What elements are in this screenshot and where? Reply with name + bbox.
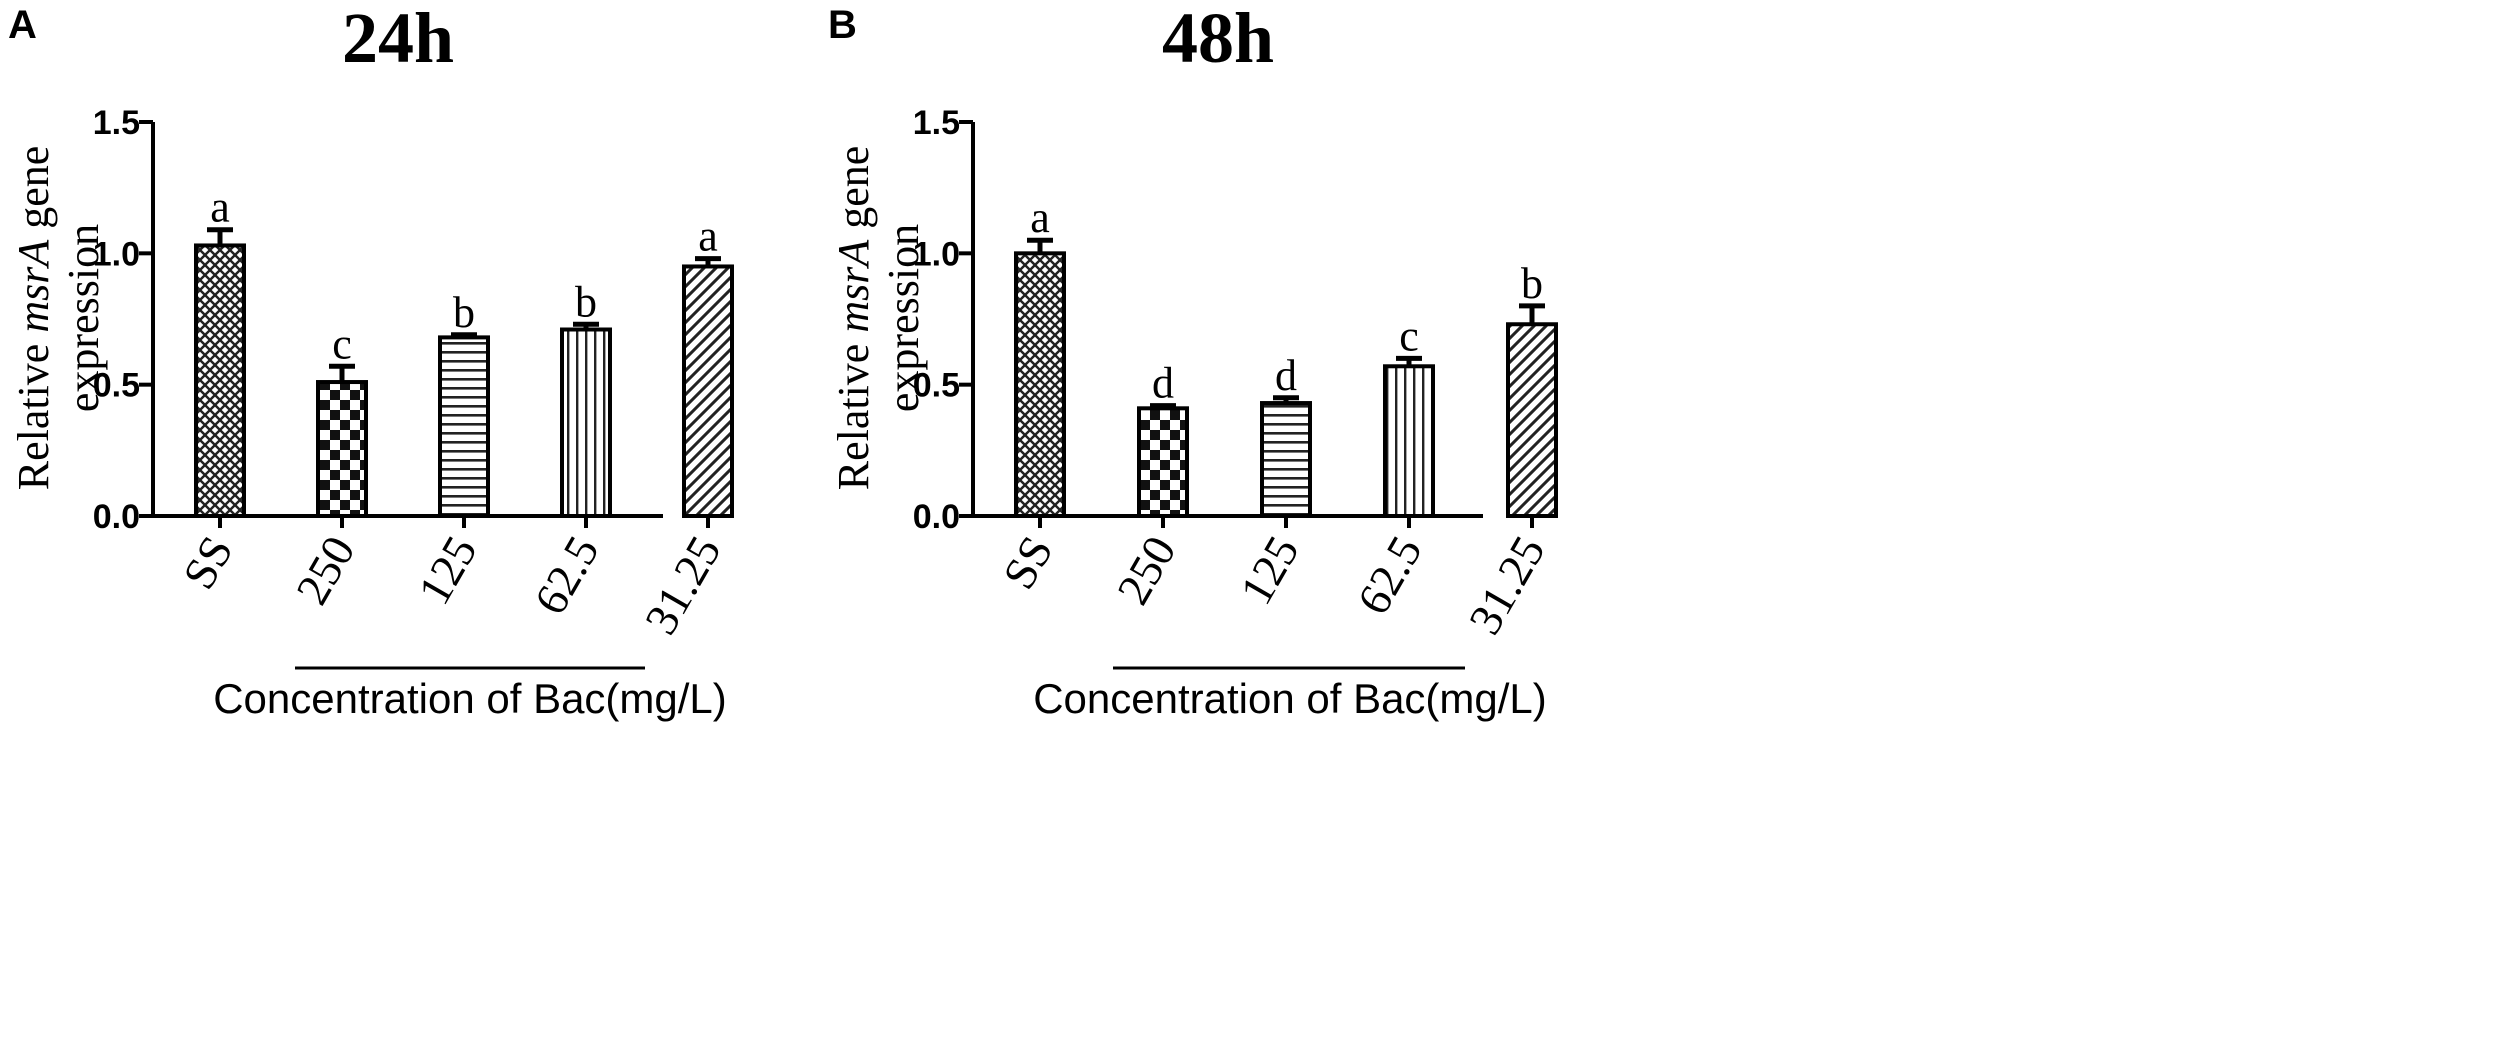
y-tick-label: 1.5 <box>913 104 960 142</box>
bar-125 <box>438 335 490 518</box>
bar-62.5 <box>1383 364 1435 518</box>
y-axis-label: Relative msrA gene <box>829 146 878 491</box>
significance-letter: d <box>1152 359 1174 408</box>
panel-a: A 24h Relative msrA gene expression 0.0 0… <box>8 0 734 722</box>
bar-125 <box>1260 401 1312 519</box>
significance-letter: a <box>1030 193 1050 242</box>
x-tick-label: 250 <box>286 528 365 613</box>
y-tick-label: 1.0 <box>913 235 960 273</box>
y-tick-label: 0.0 <box>913 498 960 536</box>
x-axis-label: Concentration of Bac(mg/L) <box>1033 675 1547 722</box>
y-tick-label: 0.0 <box>93 498 140 536</box>
y-tick-label: 0.5 <box>913 367 960 405</box>
x-tick-label: 250 <box>1107 528 1186 613</box>
y-tick-label: 0.5 <box>93 367 140 405</box>
x-axis-label: Concentration of Bac(mg/L) <box>213 675 727 722</box>
panel-b: B 48h Relative msrA gene expression 0.0 0… <box>828 0 1558 722</box>
panel-label: B <box>828 3 857 47</box>
bar-250 <box>316 380 368 519</box>
significance-letter: c <box>1399 311 1419 360</box>
significance-letter: b <box>1521 259 1543 308</box>
y-axis-label-line2: expression <box>59 224 108 412</box>
y-axis-label: Relative msrA gene <box>9 146 58 491</box>
x-tick-label: 31.25 <box>635 528 731 643</box>
x-tick-label: 125 <box>408 528 487 613</box>
x-tick-label: 62.5 <box>1347 528 1431 623</box>
bar-250 <box>1137 406 1189 519</box>
chart-title: 48h <box>1162 0 1274 78</box>
x-tick-label: 62.5 <box>524 528 608 623</box>
significance-letter: b <box>453 288 475 337</box>
chart-title: 24h <box>342 0 454 78</box>
bar-62.5 <box>560 327 612 518</box>
significance-letter: c <box>332 319 352 368</box>
significance-letter: d <box>1275 351 1297 400</box>
significance-letter: b <box>575 277 597 326</box>
significance-letter: a <box>698 212 718 261</box>
significance-letter: a <box>210 183 230 232</box>
bar-SS <box>194 243 246 518</box>
y-axis-label-line2: expression <box>879 224 928 412</box>
x-tick-label: SS <box>993 528 1063 598</box>
bar-31.25 <box>1506 322 1558 518</box>
panel-label: A <box>8 3 37 47</box>
y-tick-label: 1.0 <box>93 235 140 273</box>
x-tick-label: SS <box>173 528 243 598</box>
x-tick-label: 31.25 <box>1459 528 1555 643</box>
bar-SS <box>1014 251 1066 518</box>
y-tick-label: 1.5 <box>93 104 140 142</box>
x-tick-label: 125 <box>1230 528 1309 613</box>
bar-31.25 <box>682 264 734 519</box>
